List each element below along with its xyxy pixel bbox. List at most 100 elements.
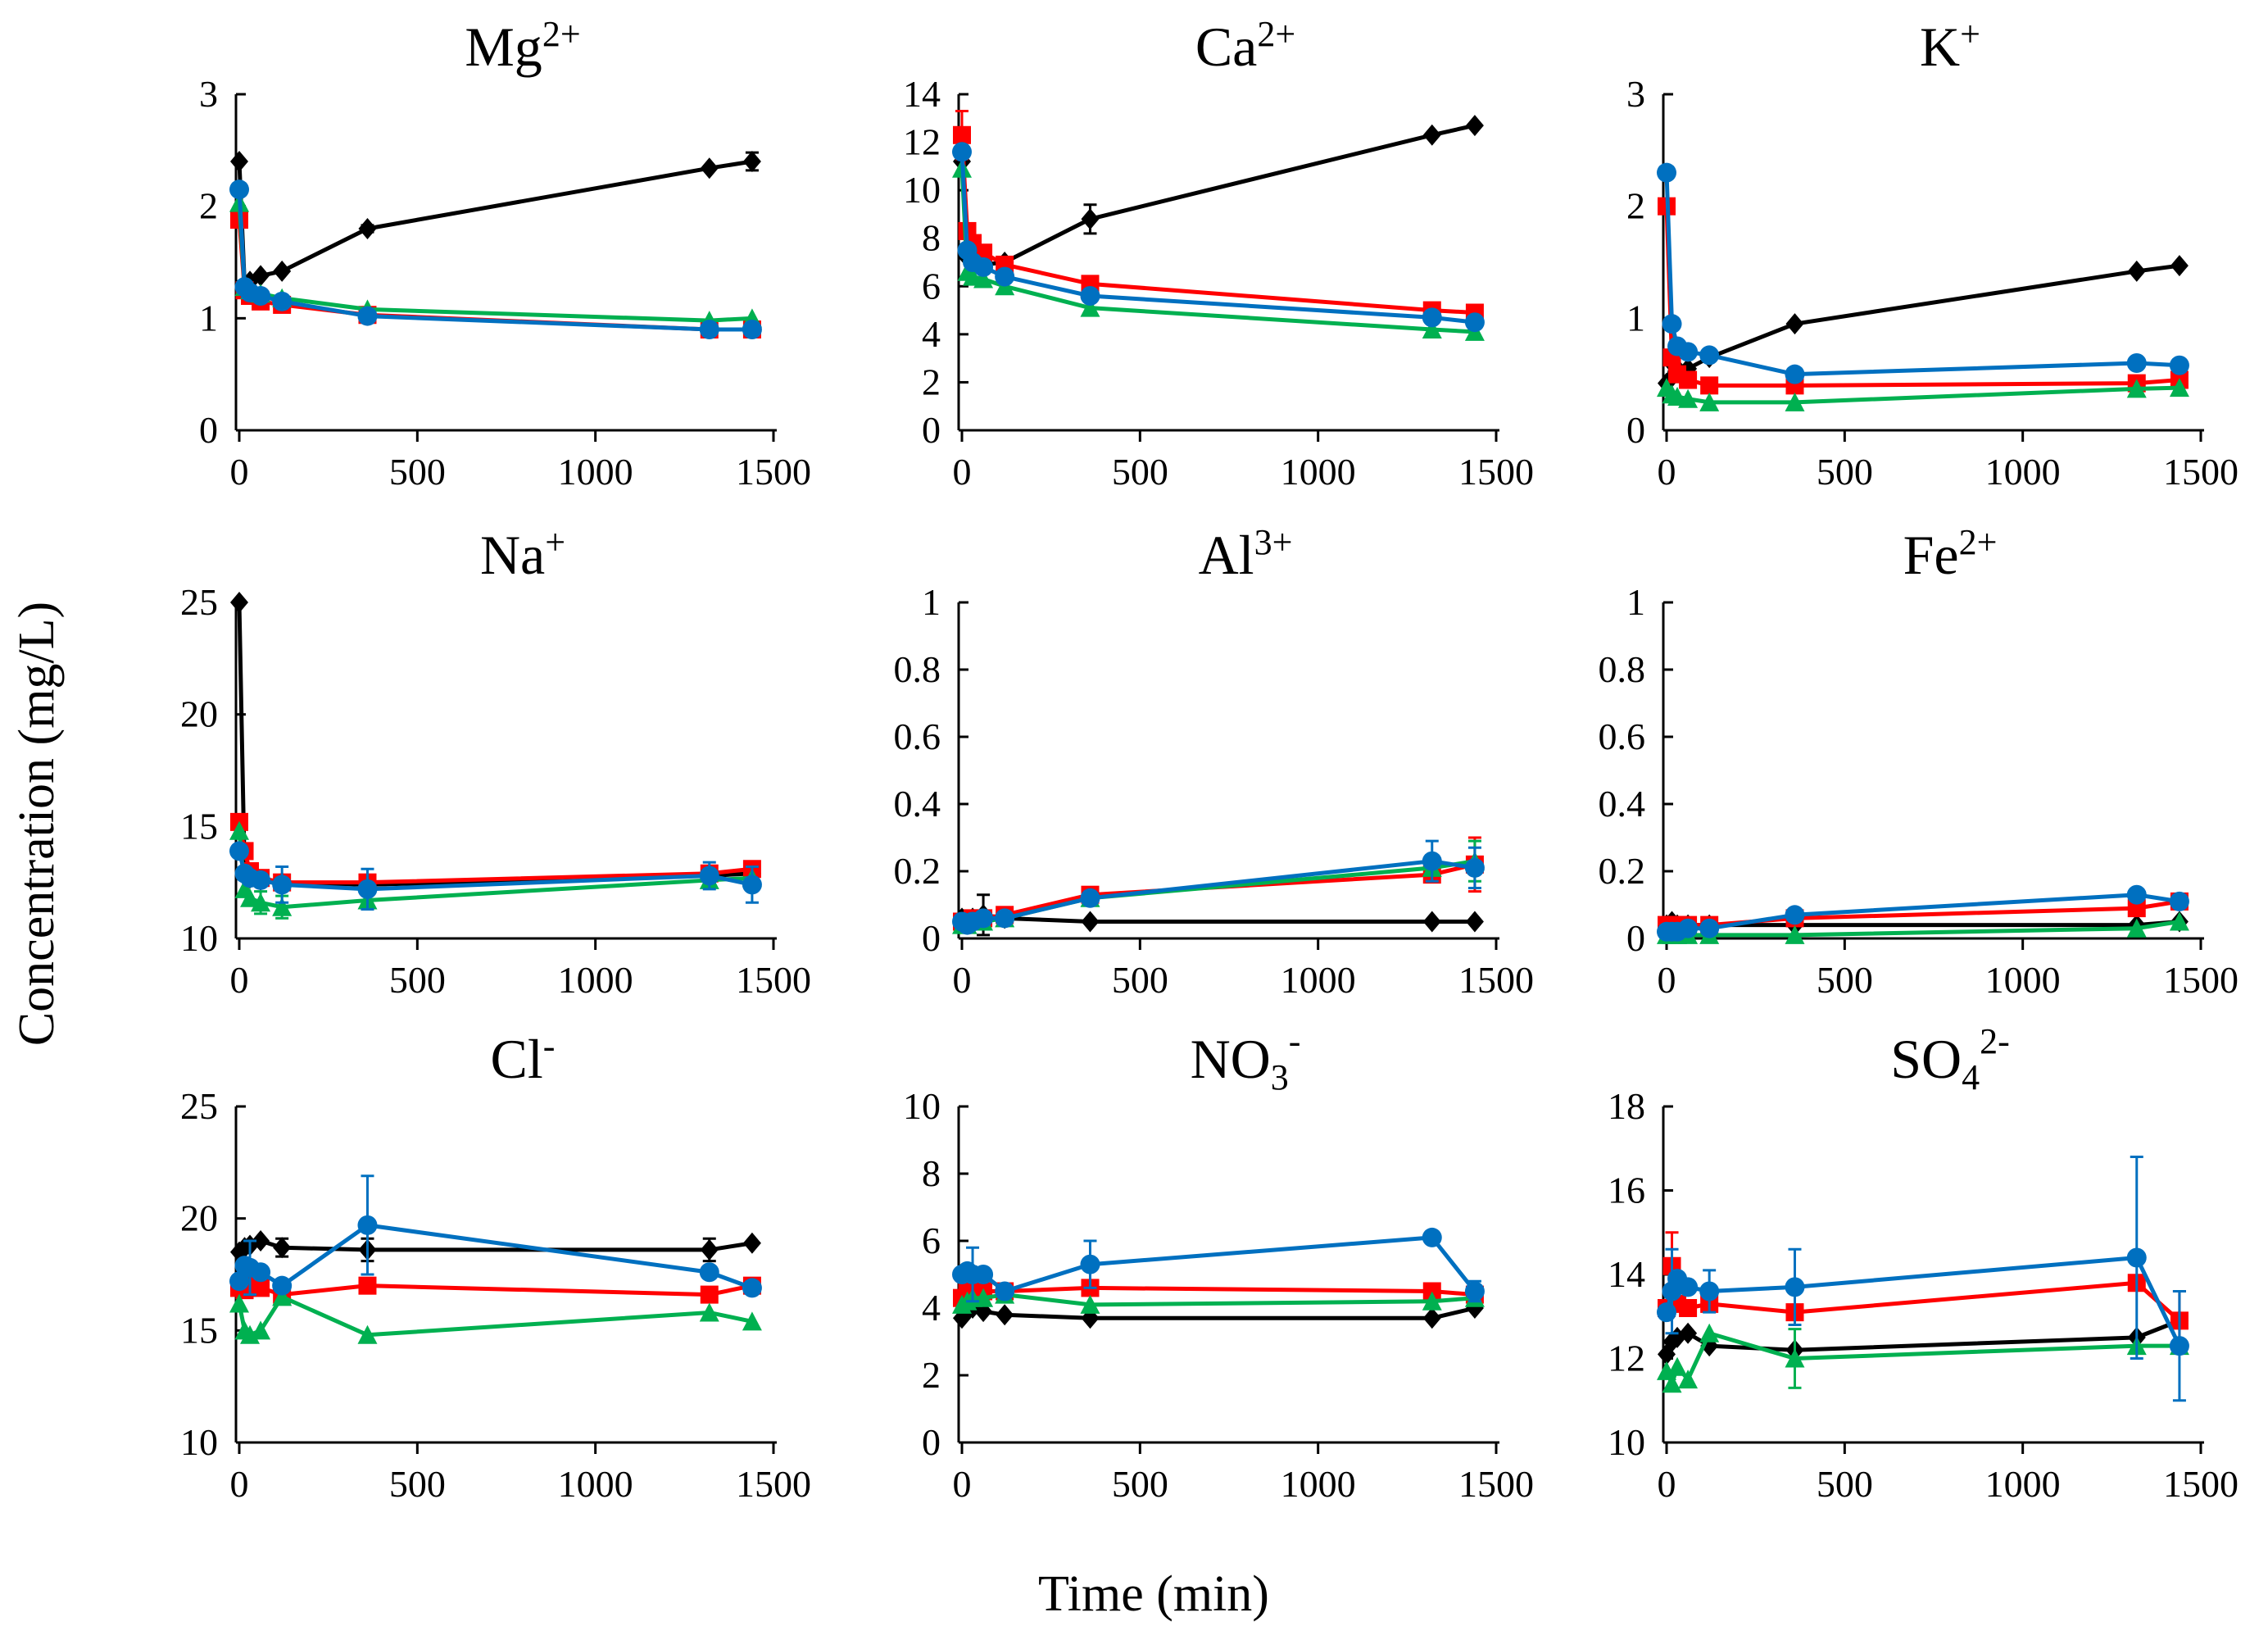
data-point-blue <box>1422 851 1442 871</box>
y-tick-label: 0 <box>199 409 218 451</box>
y-axis-title: Concentration (mg/L) <box>9 602 65 1046</box>
y-tick-label: 14 <box>1608 1253 1645 1295</box>
data-point-blue <box>995 1281 1015 1302</box>
data-point-blue <box>1464 1281 1485 1302</box>
x-tick-label: 500 <box>1817 1463 1873 1505</box>
panel-title-superscript: 2+ <box>542 14 581 54</box>
x-tick-label: 500 <box>389 959 446 1001</box>
x-tick-label: 1000 <box>1985 1463 2061 1505</box>
data-point-black <box>742 151 761 172</box>
data-point-blue <box>1699 345 1720 366</box>
y-tick-label: 3 <box>1626 73 1645 115</box>
x-tick-label: 1500 <box>2163 959 2239 1001</box>
panel-title-superscript: + <box>545 522 565 562</box>
chart-panel-so42: SO42- 10 12 14 16 18 0 500 1000 1500 <box>1608 1021 2239 1505</box>
x-tick-label: 1500 <box>1458 1463 1534 1505</box>
y-tick-label: 0.8 <box>894 648 941 690</box>
series-line-blue <box>960 1235 1476 1293</box>
data-point-blue <box>357 306 378 326</box>
data-point-black <box>1081 911 1100 933</box>
panel-title-base: Mg <box>465 16 542 78</box>
data-point-green <box>1422 320 1442 338</box>
data-point-black <box>1422 1307 1441 1329</box>
x-tick-label: 0 <box>953 959 972 1001</box>
data-point-blue <box>1785 364 1805 384</box>
data-point-blue <box>2169 891 2189 911</box>
data-point-blue <box>699 1262 719 1283</box>
data-point-green <box>229 1293 249 1313</box>
data-point-green <box>1785 924 1805 944</box>
data-point-green <box>1785 392 1805 411</box>
data-point-red <box>1422 1282 1441 1301</box>
x-tick-label: 1000 <box>1985 959 2061 1001</box>
y-tick-label: 10 <box>180 1421 218 1463</box>
data-point-black <box>996 1304 1014 1326</box>
x-tick-label: 500 <box>389 451 446 493</box>
chart-panel-ca2: Ca2+ 0 2 4 6 8 10 12 14 0 500 1000 1500 <box>903 14 1534 493</box>
panel-title-base: K <box>1920 16 1960 78</box>
y-tick-label: 0.8 <box>1599 648 1646 690</box>
x-tick-label: 500 <box>1817 451 1873 493</box>
data-point-blue <box>1657 1302 1676 1323</box>
chart-panel-no3: NO3- 0 2 4 6 8 10 0 500 1000 1500 <box>903 1021 1534 1505</box>
series-black <box>230 151 761 296</box>
panel-title-subscript: 3 <box>1271 1057 1289 1097</box>
y-tick-label: 0 <box>1626 409 1645 451</box>
y-tick-label: 10 <box>180 917 218 959</box>
chart-panel-fe2: Fe2+ 0 0.2 0.4 0.6 0.8 1 0 500 1000 1500 <box>1599 522 2239 1001</box>
series-black <box>953 893 1484 937</box>
y-tick-label: 0 <box>922 409 941 451</box>
x-tick-label: 1500 <box>736 959 811 1001</box>
data-point-green <box>742 1311 762 1331</box>
series-green <box>1657 1323 2189 1393</box>
y-tick-label: 0.2 <box>1599 850 1646 892</box>
series-line-green <box>237 1294 753 1338</box>
x-tick-label: 0 <box>1658 959 1676 1001</box>
series-line-blue <box>237 189 752 332</box>
series-blue <box>1657 884 2189 942</box>
data-point-blue <box>2169 355 2189 375</box>
panel-title-subscript: 4 <box>1962 1057 1980 1097</box>
chart-panel-mg2: Mg2+ 0 1 2 3 0 500 1000 1500 <box>199 14 811 493</box>
series-black <box>1658 1310 2189 1365</box>
data-point-green <box>1699 1323 1720 1342</box>
x-tick-label: 0 <box>1658 1463 1676 1505</box>
data-point-red <box>1679 370 1698 389</box>
series-line-red <box>1664 206 2180 388</box>
data-point-green <box>251 1320 271 1340</box>
data-point-green <box>1678 388 1699 408</box>
y-tick-label: 10 <box>1608 1421 1645 1463</box>
series-red <box>230 1276 761 1304</box>
data-point-blue <box>229 1271 249 1292</box>
panel-title-superscript: + <box>1960 14 1980 54</box>
data-point-red <box>1700 376 1719 395</box>
series-line-black <box>237 159 753 287</box>
data-point-green <box>2126 918 2147 938</box>
data-point-green <box>357 1324 378 1344</box>
series-line-green <box>237 202 753 323</box>
data-point-green <box>1080 298 1100 317</box>
data-point-green <box>2126 379 2147 398</box>
data-point-blue <box>357 1215 378 1235</box>
series-blue <box>952 142 1485 333</box>
x-tick-label: 0 <box>230 1463 249 1505</box>
panel-title-base: Fe <box>1903 524 1959 586</box>
data-point-black <box>273 1237 292 1259</box>
data-point-black <box>1679 1322 1698 1344</box>
series-blue <box>229 841 762 911</box>
panel-title-base: Na <box>480 524 545 586</box>
series-green <box>1657 378 2189 411</box>
series-line-red <box>960 1285 1476 1300</box>
data-point-green <box>1785 1348 1805 1368</box>
series-green <box>229 820 762 920</box>
panel-title-base: SO <box>1890 1028 1962 1090</box>
data-point-green <box>1678 1370 1699 1389</box>
series-black <box>953 115 1484 275</box>
data-point-black <box>742 1232 761 1254</box>
data-point-green <box>272 1287 293 1306</box>
series-line-black <box>237 602 753 887</box>
series-line-red <box>237 821 753 885</box>
y-tick-label: 2 <box>1626 185 1645 227</box>
